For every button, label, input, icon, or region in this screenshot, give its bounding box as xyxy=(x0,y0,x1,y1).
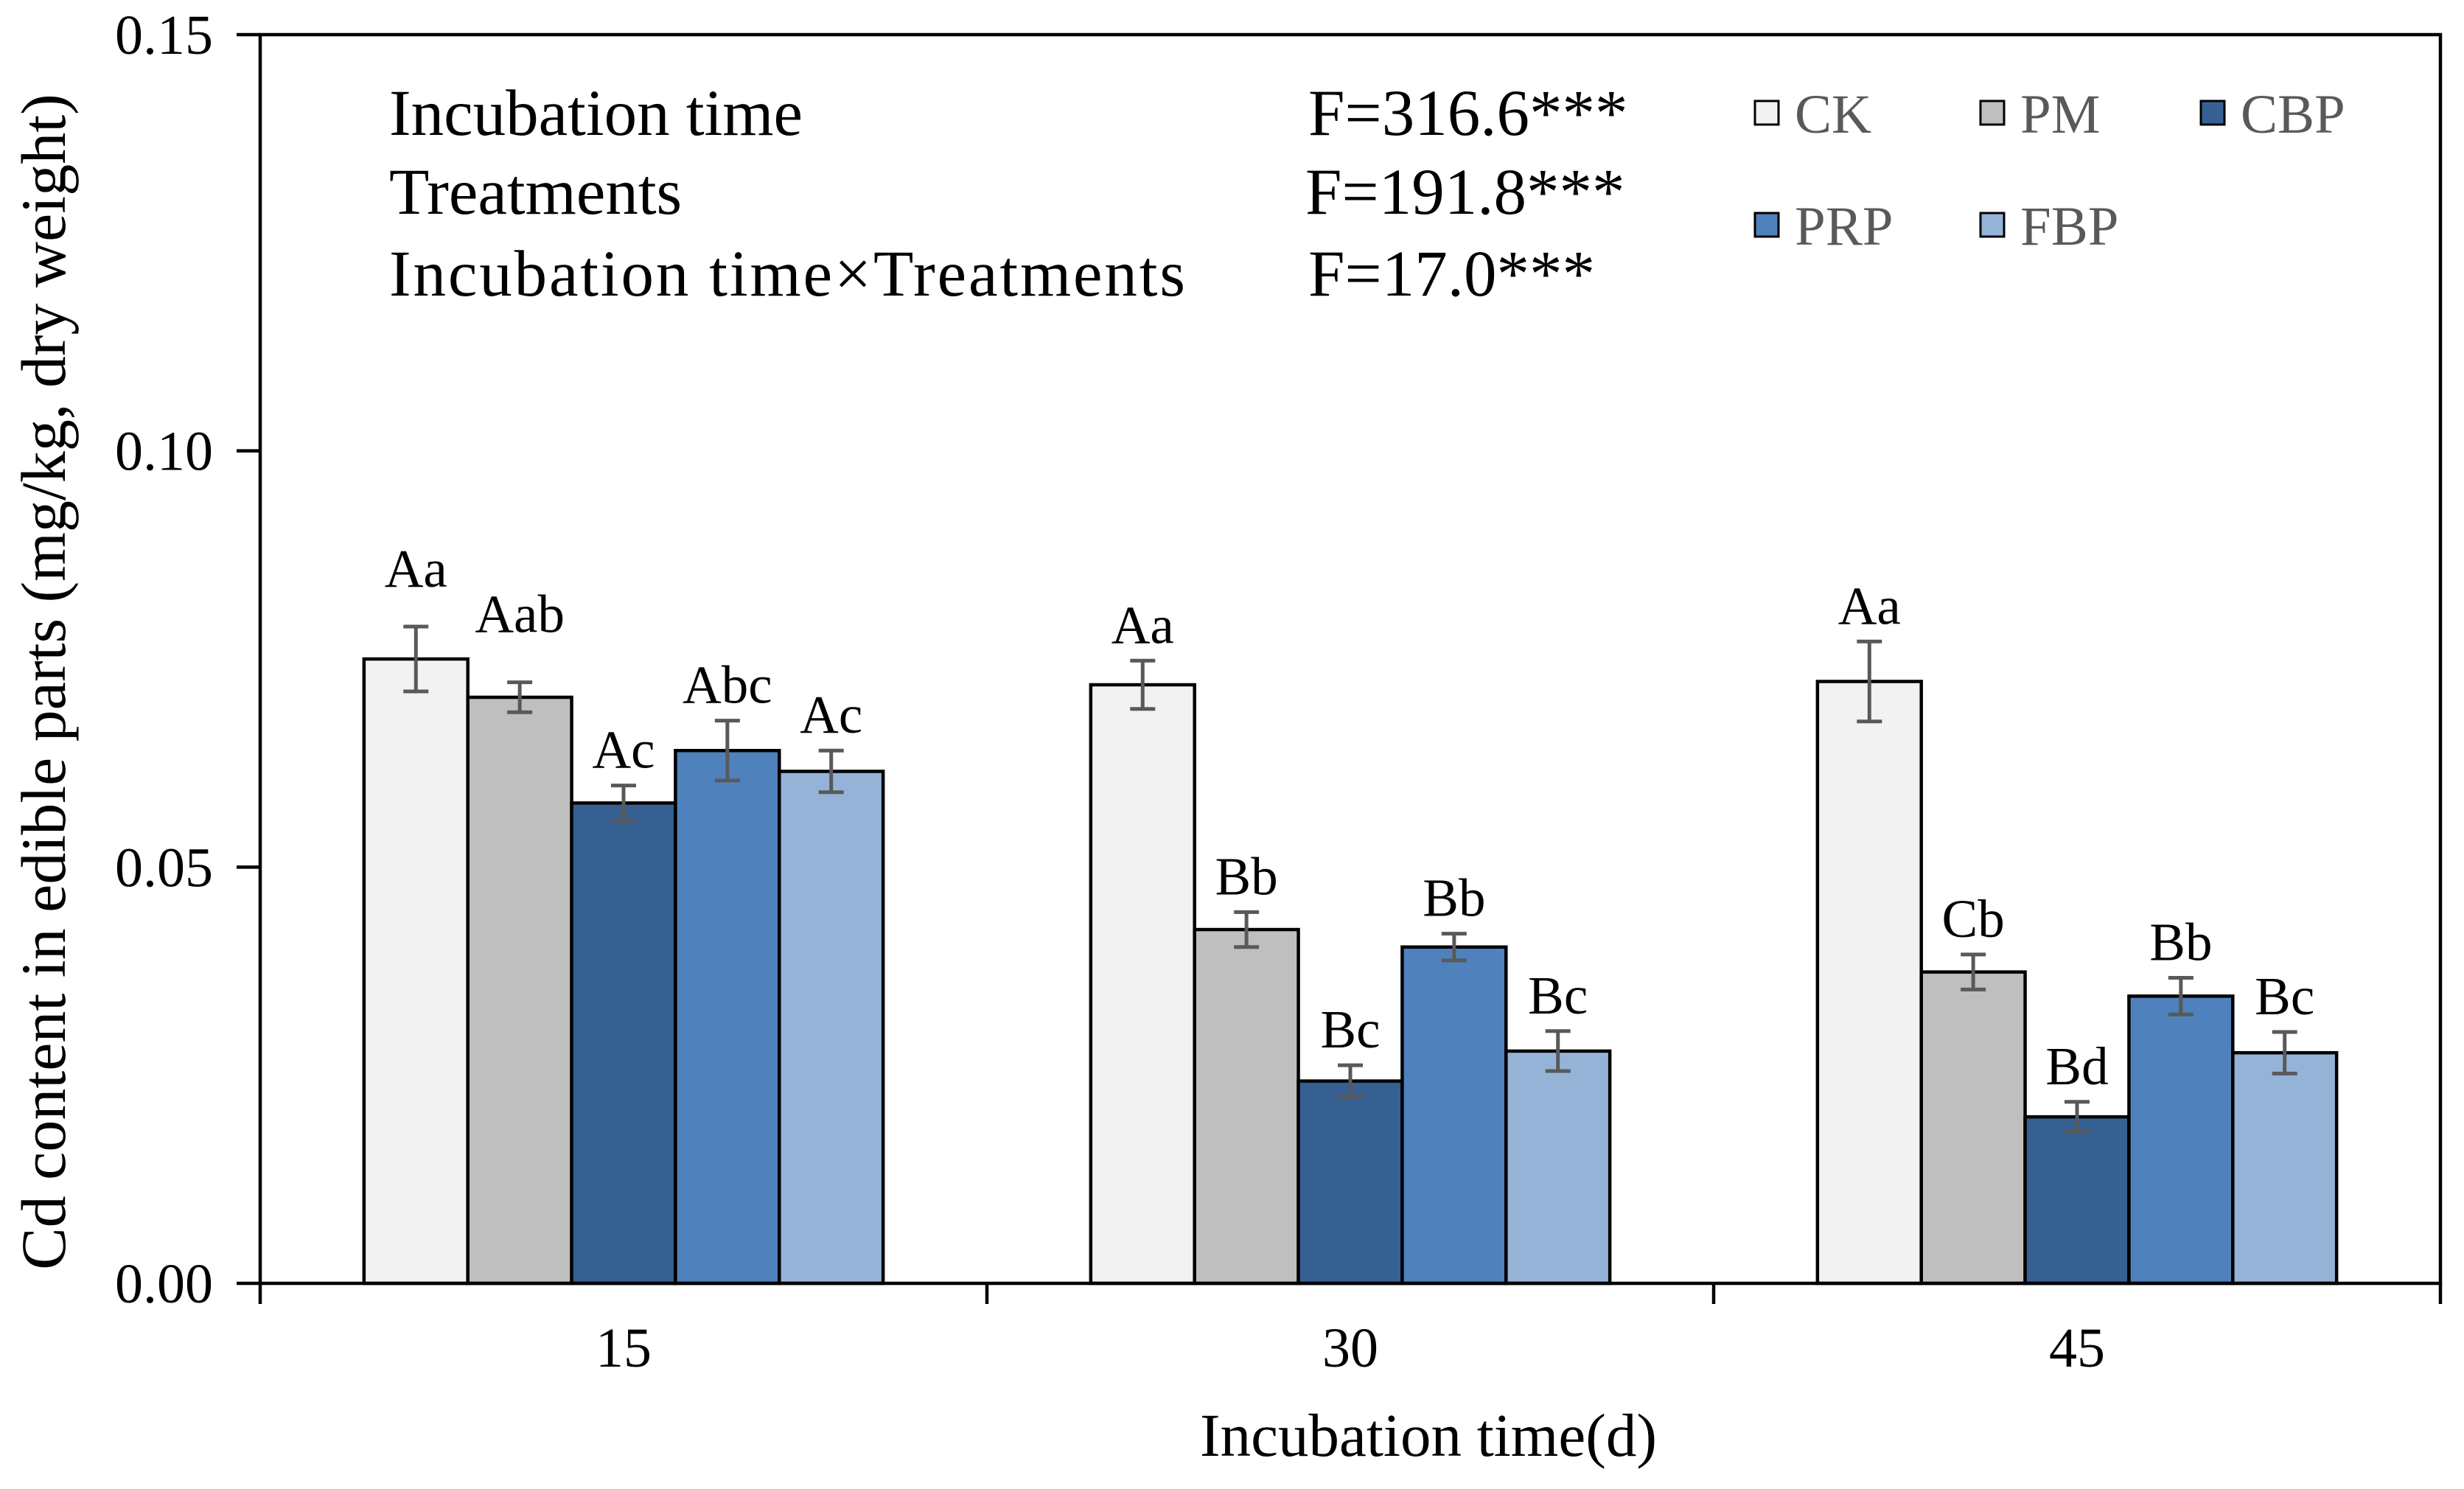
anova-f-value: F=316.6*** xyxy=(1308,77,1627,150)
bar-ck-day-15 xyxy=(362,657,470,1286)
y-tick-label: 0.10 xyxy=(115,421,213,483)
legend-swatch xyxy=(1753,212,1780,238)
bar-fbp-day-30 xyxy=(1504,1049,1612,1286)
anova-f-value: F=17.0*** xyxy=(1308,238,1595,310)
bar-cbp-day-30 xyxy=(1296,1079,1404,1286)
bar-pm-day-15 xyxy=(466,695,573,1286)
bar-series-group xyxy=(362,657,2339,1286)
anova-factor-label: Treatments xyxy=(389,156,682,229)
bar-prp-day-45 xyxy=(2127,994,2235,1286)
y-tick-label: 0.05 xyxy=(115,837,213,899)
y-tick-label: 0.00 xyxy=(115,1253,213,1315)
y-axis-title: Cd content in edible parts (mg/kg, dry w… xyxy=(8,94,79,1269)
bar-pm-day-45 xyxy=(1919,970,2027,1286)
legend-label: CBP xyxy=(2241,84,2345,145)
error-bar-fbp-day-30 xyxy=(1545,1029,1571,1073)
bar-label-fbp-day-30: Bc xyxy=(1528,966,1588,1025)
x-tick-label: 30 xyxy=(1322,1317,1378,1379)
error-bar-ck-day-30 xyxy=(1130,658,1156,711)
bar-label-cbp-day-45: Bd xyxy=(2045,1036,2108,1096)
legend-item-cbp: CBP xyxy=(2199,84,2345,145)
error-bar-cbp-day-15 xyxy=(611,784,636,823)
axes-group: 0.00 0.05 0.10 0.15 15 30 45 xyxy=(115,4,2443,1379)
legend-item-pm: PM xyxy=(1979,84,2100,145)
legend-item-ck: CK xyxy=(1753,84,1871,145)
bar-label-fbp-day-15: Ac xyxy=(800,685,862,744)
bar-fbp-day-45 xyxy=(2231,1050,2339,1286)
legend-swatch xyxy=(2199,100,2226,126)
error-bar-fbp-day-15 xyxy=(818,748,844,795)
anova-factor-label: Incubation time xyxy=(389,77,803,150)
bar-label-ck-day-45: Aa xyxy=(1838,576,1901,635)
bar-ck-day-30 xyxy=(1089,683,1196,1286)
error-bar-pm-day-15 xyxy=(507,680,533,714)
bar-label-pm-day-30: Bb xyxy=(1215,846,1278,906)
error-bar-prp-day-30 xyxy=(1441,932,1467,963)
bar-cbp-day-45 xyxy=(2023,1115,2131,1286)
error-bar-cbp-day-45 xyxy=(2065,1100,2090,1134)
bar-label-prp-day-15: Abc xyxy=(683,655,772,715)
bar-ck-day-45 xyxy=(1815,680,1923,1286)
anova-factor-label: Incubation time×Treatments xyxy=(389,238,1185,310)
legend-swatch xyxy=(1979,212,2006,238)
anova-annotations: Incubation time F=316.6*** Treatments F=… xyxy=(389,77,1627,310)
error-bar-prp-day-15 xyxy=(714,719,740,783)
bar-label-ck-day-15: Aa xyxy=(385,539,447,599)
legend-item-prp: PRP xyxy=(1753,196,1893,257)
x-tick-label: 15 xyxy=(596,1317,652,1379)
bar-label-cbp-day-15: Ac xyxy=(592,720,655,780)
x-axis-title: Incubation time(d) xyxy=(1200,1401,1657,1469)
legend-label: PRP xyxy=(1795,196,1893,257)
legend-label: PM xyxy=(2020,84,2100,145)
plot-frame xyxy=(258,32,2443,1286)
legend-item-fbp: FBP xyxy=(1979,196,2118,257)
legend-label: FBP xyxy=(2020,196,2118,257)
error-bar-fbp-day-45 xyxy=(2272,1030,2297,1075)
bar-label-pm-day-15: Aab xyxy=(475,585,565,644)
legend: CK PM CBP PRP FBP xyxy=(1753,84,2345,257)
legend-swatch xyxy=(1979,100,2006,126)
bar-label-ck-day-30: Aa xyxy=(1111,595,1174,655)
anova-f-value: F=191.8*** xyxy=(1305,156,1624,229)
x-tick-label: 45 xyxy=(2049,1317,2105,1379)
bar-label-pm-day-45: Cb xyxy=(1942,889,2005,949)
error-bar-ck-day-15 xyxy=(403,624,429,694)
error-bar-ck-day-45 xyxy=(1857,639,1882,724)
bar-prp-day-30 xyxy=(1400,945,1508,1286)
error-bars-group xyxy=(403,624,2297,1134)
bar-label-prp-day-30: Bb xyxy=(1423,868,1485,928)
bar-label-cbp-day-30: Bc xyxy=(1320,1000,1380,1059)
bar-label-prp-day-45: Bb xyxy=(2149,913,2212,972)
bar-cbp-day-15 xyxy=(570,801,677,1286)
legend-label: CK xyxy=(1795,84,1871,145)
bar-pm-day-30 xyxy=(1193,927,1300,1286)
error-bar-prp-day-45 xyxy=(2168,976,2193,1017)
error-bar-pm-day-45 xyxy=(1961,952,1986,991)
bar-label-fbp-day-45: Bc xyxy=(2255,966,2314,1026)
bar-prp-day-15 xyxy=(674,748,781,1286)
bar-fbp-day-15 xyxy=(778,770,885,1286)
legend-swatch xyxy=(1753,100,1780,126)
error-bar-pm-day-30 xyxy=(1234,910,1260,949)
y-tick-label: 0.15 xyxy=(115,4,213,66)
error-bar-cbp-day-30 xyxy=(1338,1063,1363,1099)
bar-labels-group: Aa Aa Aa Aab Bb Cb Ac Bc Bd Abc Bb Bb Ac Bc Bc xyxy=(385,539,2315,1096)
